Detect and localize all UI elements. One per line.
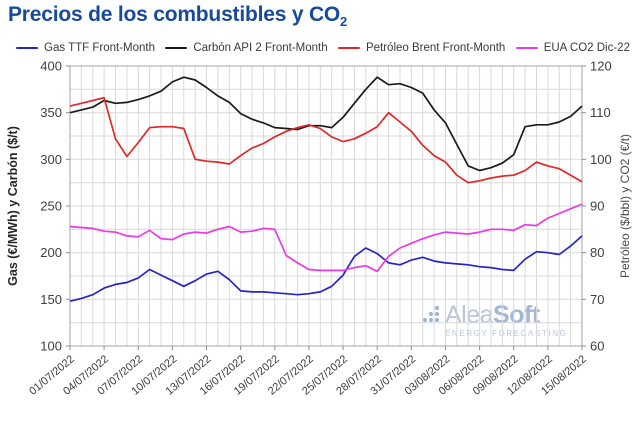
right-axis-tick: 100 — [590, 152, 612, 167]
left-axis-tick: 300 — [40, 152, 62, 167]
aleasoft-wordmark: AleaSoft ENERGY FORECASTING — [445, 301, 568, 339]
right-axis-tick: 90 — [590, 199, 604, 214]
legend-item-eua-co2: EUA CO2 Dic-22 — [515, 42, 630, 54]
legend-label-petroleo-brent: Petróleo Brent Front-Month — [365, 42, 506, 54]
series-gas-ttf-front-month — [69, 235, 583, 303]
left-axis-tick: 100 — [40, 339, 62, 354]
right-axis-tick: 80 — [590, 245, 604, 260]
series-petr-leo-brent-front-month — [69, 96, 583, 184]
chart-legend: Gas TTF Front-Month Carbón API 2 Front-M… — [16, 42, 630, 54]
right-axis-tick: 120 — [590, 59, 612, 74]
watermark-tagline: ENERGY FORECASTING — [445, 329, 568, 338]
left-axis-tick: 200 — [40, 245, 62, 260]
axes: 1001502002503003504006070809010011012001… — [6, 59, 632, 398]
legend-label-carbon-api2: Carbón API 2 Front-Month — [193, 42, 328, 54]
watermark-soft: Soft — [493, 301, 540, 329]
right-axis-tick: 60 — [590, 339, 604, 354]
legend-item-petroleo-brent: Petróleo Brent Front-Month — [337, 42, 506, 54]
left-axis-label: Gas (€/MWh) y Carbón ($/t) — [6, 126, 20, 286]
left-axis-tick: 350 — [40, 105, 62, 120]
right-axis-tick: 110 — [590, 105, 611, 120]
gridlines — [69, 65, 583, 347]
series-eua-co2-dic-22 — [69, 203, 583, 273]
left-axis-tick: 150 — [40, 292, 62, 307]
series-carb-n-api-2-front-month — [69, 76, 583, 172]
watermark-alea: Alea — [445, 301, 494, 329]
legend-swatch-eua-co2 — [515, 46, 538, 50]
title-text: Precios de los combustibles y CO — [8, 3, 341, 26]
left-axis-tick: 400 — [40, 59, 62, 74]
left-axis-tick: 250 — [40, 199, 62, 214]
aleasoft-logo-dots — [422, 305, 440, 323]
right-axis-tick: 70 — [590, 292, 604, 307]
title-subscript: 2 — [340, 14, 348, 30]
legend-label-gas-ttf: Gas TTF Front-Month — [44, 42, 155, 54]
legend-swatch-petroleo-brent — [337, 46, 360, 50]
legend-item-gas-ttf: Gas TTF Front-Month — [16, 42, 155, 54]
legend-label-eua-co2: EUA CO2 Dic-22 — [543, 42, 630, 54]
series-lines — [69, 76, 583, 303]
legend-item-carbon-api2: Carbón API 2 Front-Month — [165, 42, 328, 54]
legend-swatch-gas-ttf — [16, 46, 38, 50]
aleasoft-watermark: AleaSoft ENERGY FORECASTING — [422, 303, 567, 338]
page-title: Precios de los combustibles y CO2 — [8, 3, 347, 29]
price-chart: 1001502002503003504006070809010011012001… — [6, 59, 632, 398]
right-axis-label: Petróleo ($/bbl) y CO2 (€/t) — [618, 134, 632, 278]
legend-swatch-carbon-api2 — [165, 46, 188, 50]
